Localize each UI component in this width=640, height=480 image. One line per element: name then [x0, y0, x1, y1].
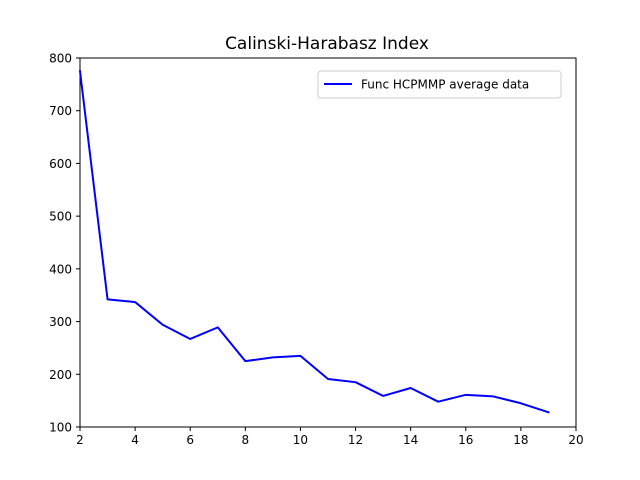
series-layer [78, 70, 550, 414]
x-tick-label: 6 [186, 433, 194, 447]
x-tick-label: 10 [293, 433, 308, 447]
chart-title: Calinski-Harabasz Index [225, 34, 429, 54]
x-tick-label: 20 [568, 433, 583, 447]
y-tick-label: 800 [49, 52, 72, 66]
y-tick-label: 600 [49, 157, 72, 171]
plot-area-frame [79, 57, 577, 428]
legend-box [317, 70, 562, 99]
x-tick-label: 12 [348, 433, 363, 447]
y-tick-label: 400 [49, 262, 72, 276]
y-tick-label: 700 [49, 104, 72, 118]
legend: Func HCPMMP average data [317, 70, 562, 99]
x-tick-label: 18 [513, 433, 528, 447]
x-tick-label: 16 [458, 433, 473, 447]
y-axis: 100 200 300 400 500 600 700 800 [49, 52, 80, 435]
x-tick-label: 2 [76, 433, 84, 447]
y-tick-label: 300 [49, 315, 72, 329]
y-tick-label: 500 [49, 210, 72, 224]
x-tick-label: 4 [131, 433, 139, 447]
y-tick-label: 100 [49, 421, 72, 435]
legend-label: Func HCPMMP average data [361, 78, 529, 92]
x-tick-label: 14 [403, 433, 418, 447]
series-line [78, 70, 550, 414]
x-axis: 2 4 6 8 10 12 14 16 18 20 [76, 427, 584, 447]
x-tick-label: 8 [242, 433, 250, 447]
y-tick-label: 200 [49, 368, 72, 382]
